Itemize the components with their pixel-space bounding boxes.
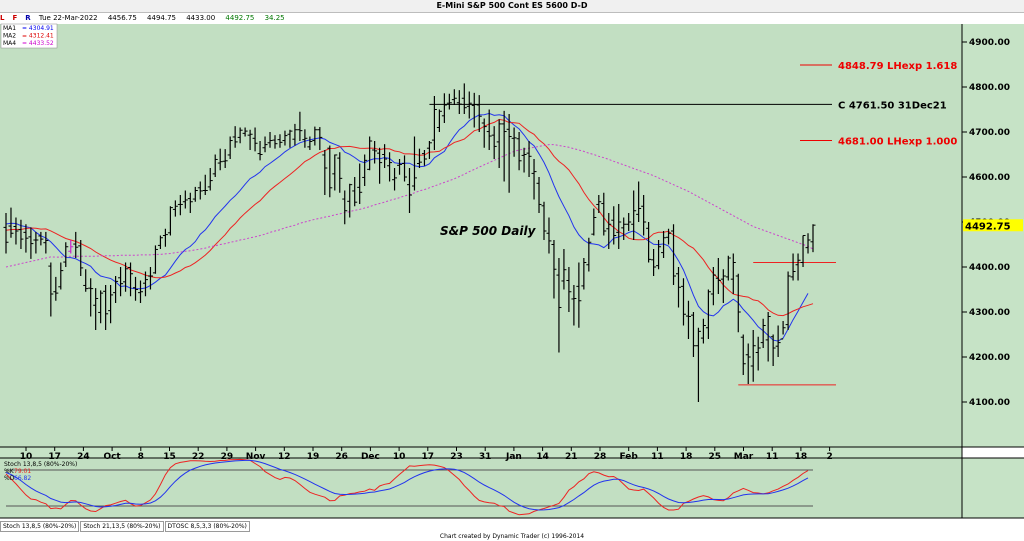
ma-line-ma2 [5, 118, 814, 317]
xtick-label: 10 [20, 452, 33, 462]
bar-change: 34.25 [264, 14, 285, 22]
ytick-label: 4800.00 [969, 83, 1010, 93]
toolbar-button-f[interactable]: F [12, 14, 18, 22]
chart-title: S&P 500 Daily [440, 224, 537, 238]
stoch-k-label: %K [4, 468, 15, 475]
last-price-box [963, 219, 1023, 232]
xtick-label: 28 [594, 452, 607, 462]
xtick-label: 31 [479, 452, 492, 462]
xtick-label: Mar [734, 452, 754, 462]
xtick-label: 17 [48, 452, 61, 462]
ytick-label: 4600.00 [969, 173, 1010, 183]
stoch-panel-bg [0, 458, 962, 518]
stoch-axis-bg [962, 458, 1024, 518]
ytick-label: 4300.00 [969, 308, 1010, 318]
xtick-label: Oct [103, 452, 121, 462]
xtick-label: 29 [221, 452, 234, 462]
window-title: E-Mini S&P 500 Cont ES 5600 D-D [0, 0, 1024, 13]
ytick-label: 4900.00 [969, 38, 1010, 48]
bar-close: 4492.75 [225, 14, 255, 22]
date-axis-bg [0, 447, 962, 458]
toolbar-button-l[interactable]: L [0, 14, 5, 22]
ytick-label: 4100.00 [969, 398, 1010, 408]
toolbar-button-r[interactable]: R [25, 14, 31, 22]
xtick-label: 11 [766, 452, 779, 462]
ma-legend-label: MA2 [3, 33, 16, 40]
bar-open: 4456.75 [107, 14, 137, 22]
xtick-label: 2 [826, 452, 832, 462]
xtick-label: 10 [393, 452, 406, 462]
bar-date: Tue 22-Mar-2022 [38, 14, 98, 22]
xtick-label: 15 [163, 452, 176, 462]
ma-legend-label: MA4 [3, 40, 16, 47]
xtick-label: 24 [77, 452, 90, 462]
bar-high: 4494.75 [147, 14, 176, 22]
indicator-tabs: Stoch 13,8,5 (80%-20%) Stoch 21,13,5 (80… [0, 521, 250, 532]
xtick-label: 12 [278, 452, 291, 462]
last-price-label: 4492.75 [965, 221, 1011, 232]
level-label: 4848.79 LHexp 1.618 [838, 61, 957, 72]
xtick-label: 8 [138, 452, 144, 462]
level-label: 4681.00 LHexp 1.000 [838, 137, 957, 148]
ma-legend-value: = 4433.52 [22, 40, 54, 47]
ytick-label: 4200.00 [969, 353, 1010, 363]
xtick-label: 17 [422, 452, 435, 462]
xtick-label: 25 [709, 452, 722, 462]
stoch-d-value: 66.82 [14, 475, 31, 482]
tab-stoch-13[interactable]: Stoch 13,8,5 (80%-20%) [0, 521, 80, 532]
xtick-label: Feb [620, 452, 639, 462]
xtick-label: 19 [307, 452, 320, 462]
xtick-label: 18 [795, 452, 808, 462]
xtick-label: 21 [565, 452, 578, 462]
ytick-label: 4700.00 [969, 128, 1010, 138]
stoch-k-value: 79.01 [14, 468, 31, 475]
xtick-label: Dec [361, 452, 380, 462]
ytick-label: 4400.00 [969, 263, 1010, 273]
tab-stoch-21[interactable]: Stoch 21,13,5 (80%-20%) [80, 521, 164, 532]
xtick-label: Jan [505, 452, 522, 462]
stoch-title: Stoch 13,8,5 (80%-20%) [4, 461, 77, 468]
tab-dtosc[interactable]: DTOSC 8,5,3,3 (80%-20%) [164, 521, 250, 532]
stoch-d-label: %D [4, 475, 15, 482]
footer-credit: Chart created by Dynamic Trader (c) 1996… [439, 533, 585, 540]
xtick-label: 18 [680, 452, 693, 462]
price-axis-bg [962, 24, 1024, 447]
xtick-label: Nov [246, 452, 266, 462]
xtick-label: 11 [651, 452, 664, 462]
level-label: C 4761.50 31Dec21 [838, 100, 947, 111]
ma-legend-label: MA1 [3, 25, 16, 32]
stoch-line-d [5, 459, 809, 511]
xtick-label: 23 [450, 452, 463, 462]
xtick-label: 14 [536, 452, 549, 462]
xtick-label: 26 [335, 452, 348, 462]
ma-line-ma1 [5, 112, 809, 342]
xtick-label: 22 [192, 452, 205, 462]
ma-legend-box [0, 23, 58, 49]
bar-low: 4433.00 [186, 14, 216, 22]
ma-legend-value: = 4312.41 [22, 33, 54, 40]
ma-legend-value: = 4304.91 [22, 25, 54, 32]
stoch-line-k [5, 458, 809, 516]
